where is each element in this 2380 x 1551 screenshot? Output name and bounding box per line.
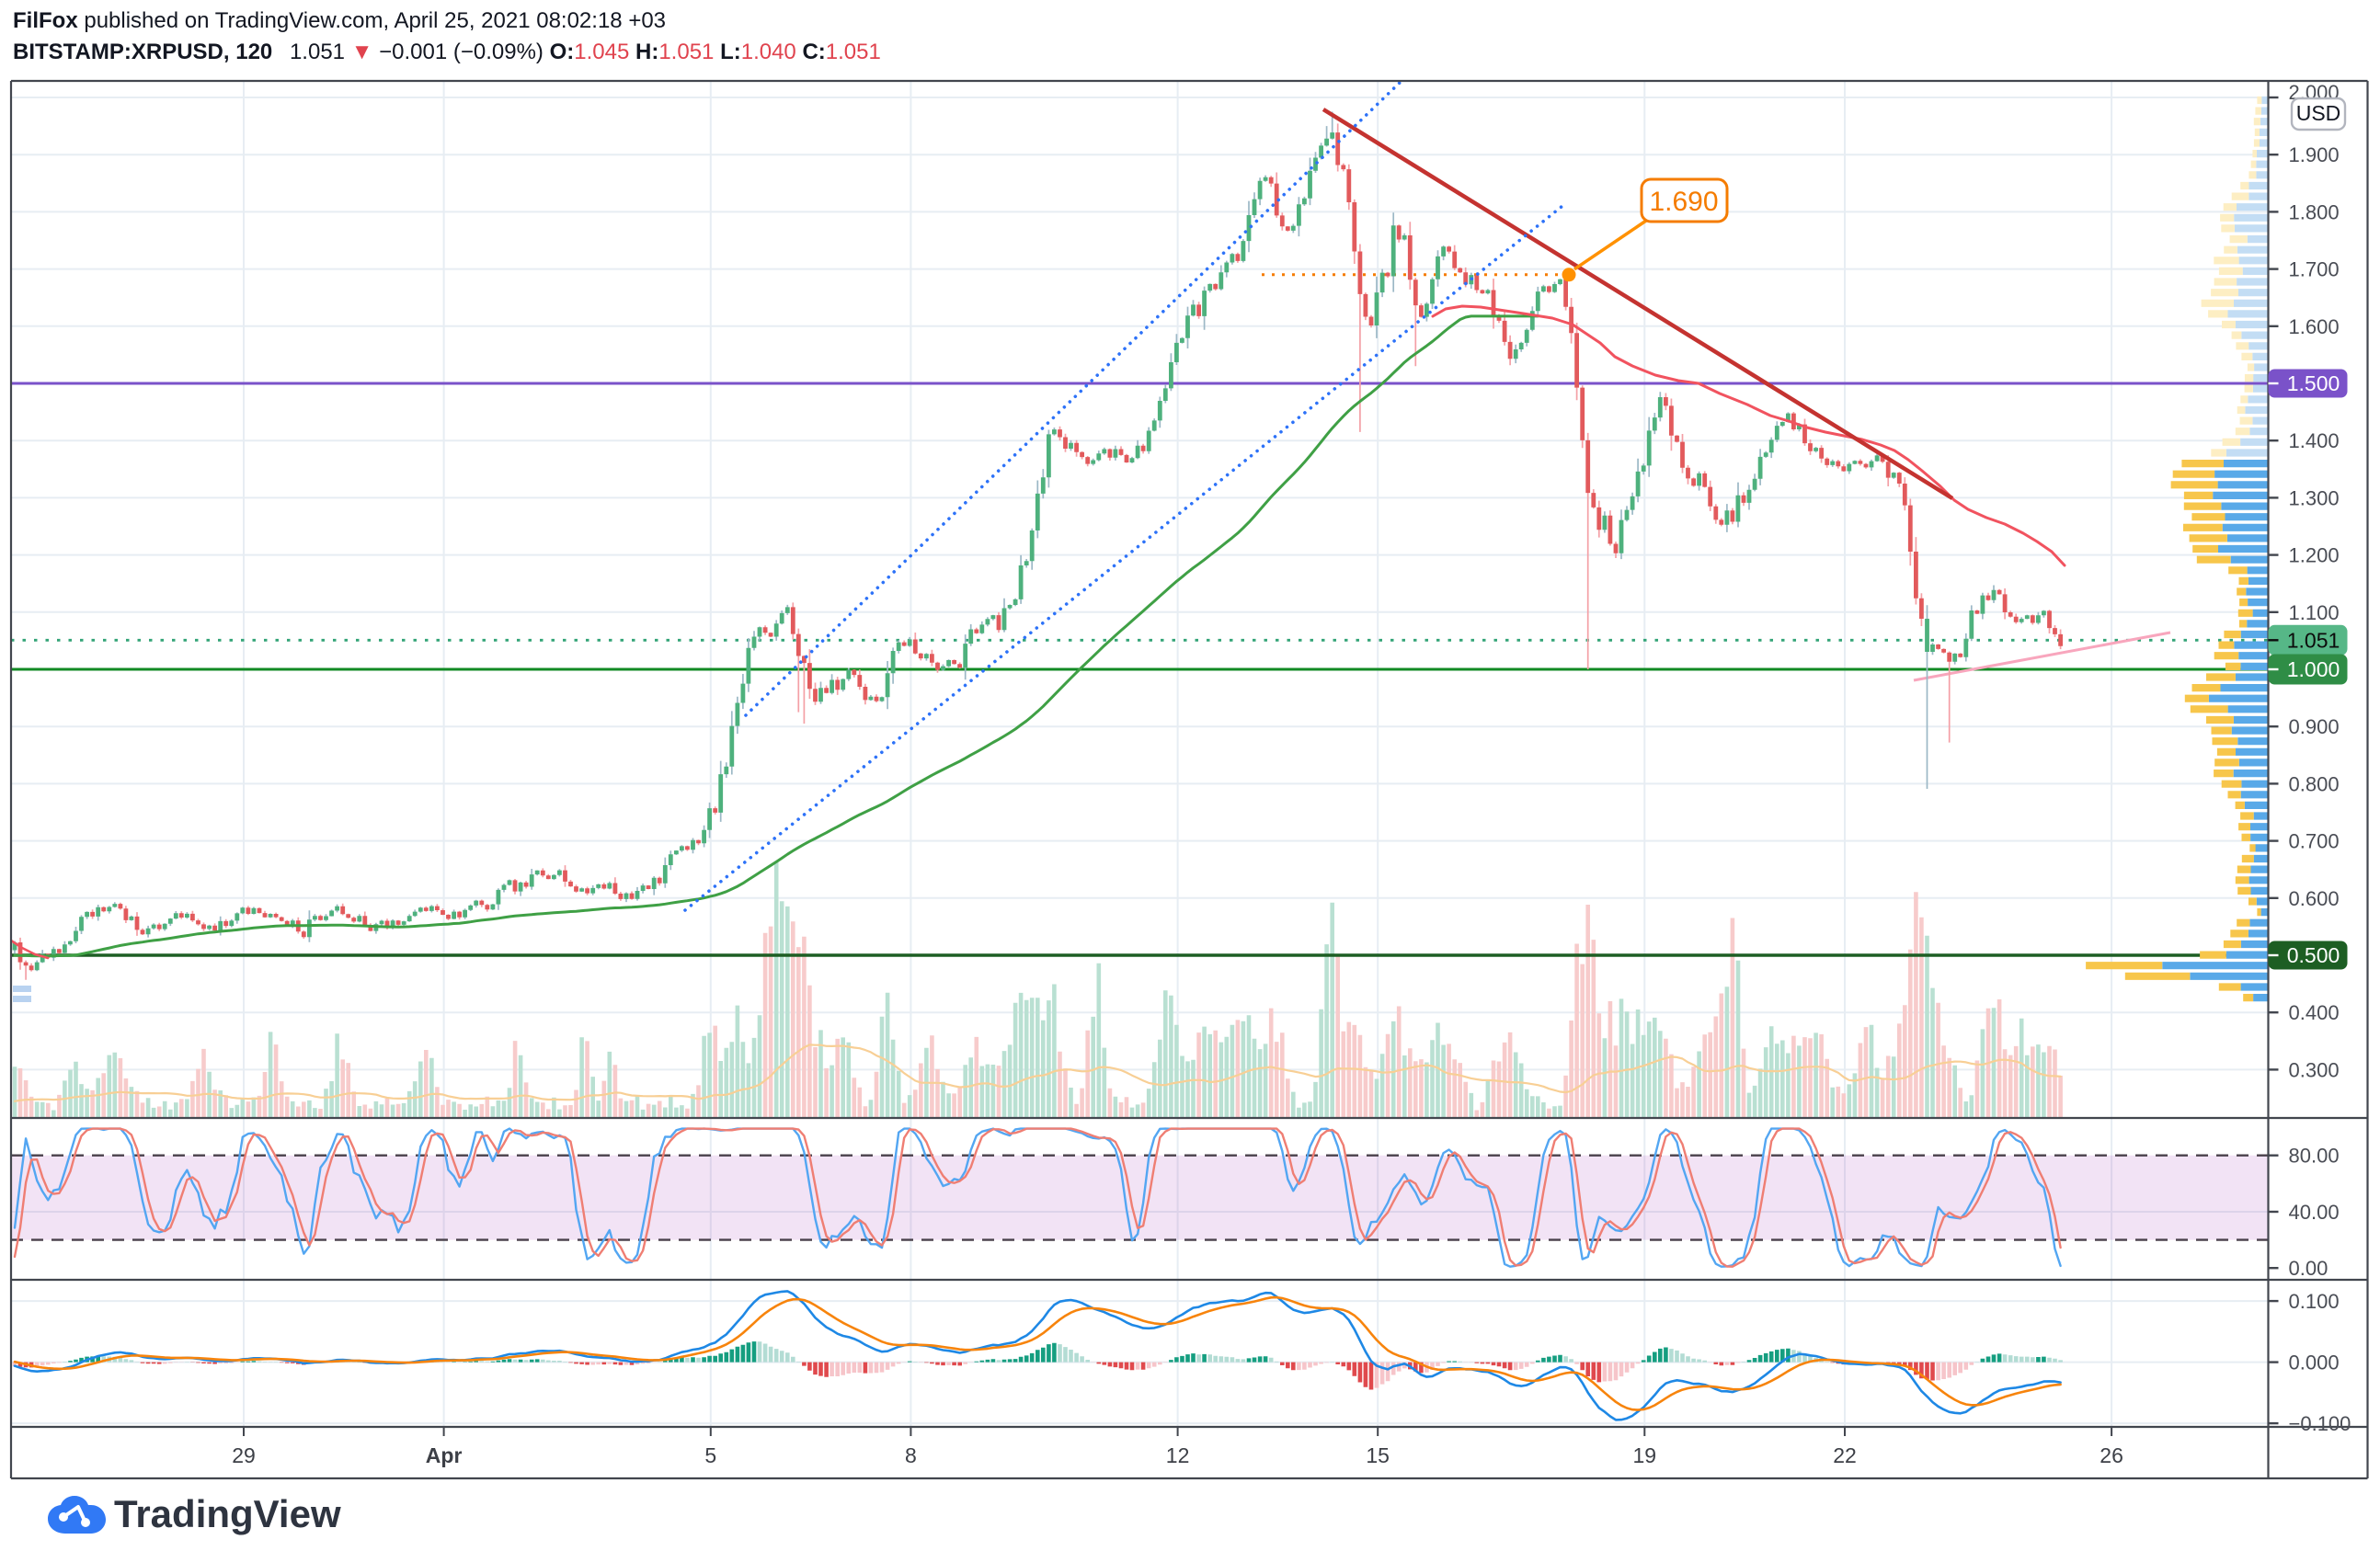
svg-text:40.00: 40.00	[2289, 1201, 2340, 1224]
svg-text:0.00: 0.00	[2289, 1257, 2329, 1280]
svg-text:1.900: 1.900	[2289, 143, 2340, 166]
svg-text:0.600: 0.600	[2289, 887, 2340, 910]
svg-text:1.400: 1.400	[2289, 429, 2340, 452]
svg-text:0.300: 0.300	[2289, 1058, 2340, 1081]
svg-text:29: 29	[232, 1443, 256, 1467]
svg-text:0.900: 0.900	[2289, 715, 2340, 738]
svg-text:0.000: 0.000	[2289, 1351, 2340, 1374]
svg-text:1.000: 1.000	[2287, 657, 2340, 681]
svg-text:1.600: 1.600	[2289, 315, 2340, 338]
svg-text:1.700: 1.700	[2289, 258, 2340, 281]
svg-text:1.300: 1.300	[2289, 486, 2340, 509]
svg-text:80.00: 80.00	[2289, 1145, 2340, 1168]
svg-text:26: 26	[2100, 1443, 2123, 1467]
svg-text:1.200: 1.200	[2289, 544, 2340, 567]
svg-text:1.100: 1.100	[2289, 601, 2340, 624]
svg-text:0.100: 0.100	[2289, 1290, 2340, 1313]
svg-text:12: 12	[1166, 1443, 1190, 1467]
svg-text:0.800: 0.800	[2289, 772, 2340, 795]
svg-text:15: 15	[1366, 1443, 1390, 1467]
svg-text:Apr: Apr	[426, 1443, 463, 1467]
svg-text:1.800: 1.800	[2289, 200, 2340, 223]
svg-text:1.690: 1.690	[1649, 187, 1718, 217]
svg-text:USD: USD	[2296, 101, 2341, 125]
svg-text:1.500: 1.500	[2287, 371, 2340, 395]
svg-text:8: 8	[905, 1443, 917, 1467]
svg-text:0.400: 0.400	[2289, 1001, 2340, 1024]
svg-text:5: 5	[704, 1443, 716, 1467]
svg-text:TradingView: TradingView	[114, 1492, 341, 1535]
svg-text:0.700: 0.700	[2289, 830, 2340, 853]
svg-text:FilFox published on TradingVie: FilFox published on TradingView.com, Apr…	[13, 8, 666, 33]
svg-text:1.051: 1.051	[2287, 628, 2340, 652]
svg-text:0.500: 0.500	[2287, 943, 2340, 967]
svg-text:22: 22	[1833, 1443, 1857, 1467]
svg-text:BITSTAMP:XRPUSD, 120 1.051 ▼: BITSTAMP:XRPUSD, 120 1.051 ▼ −0.001 (−0.…	[13, 40, 881, 64]
svg-text:19: 19	[1633, 1443, 1657, 1467]
svg-text:−0.100: −0.100	[2289, 1412, 2351, 1435]
